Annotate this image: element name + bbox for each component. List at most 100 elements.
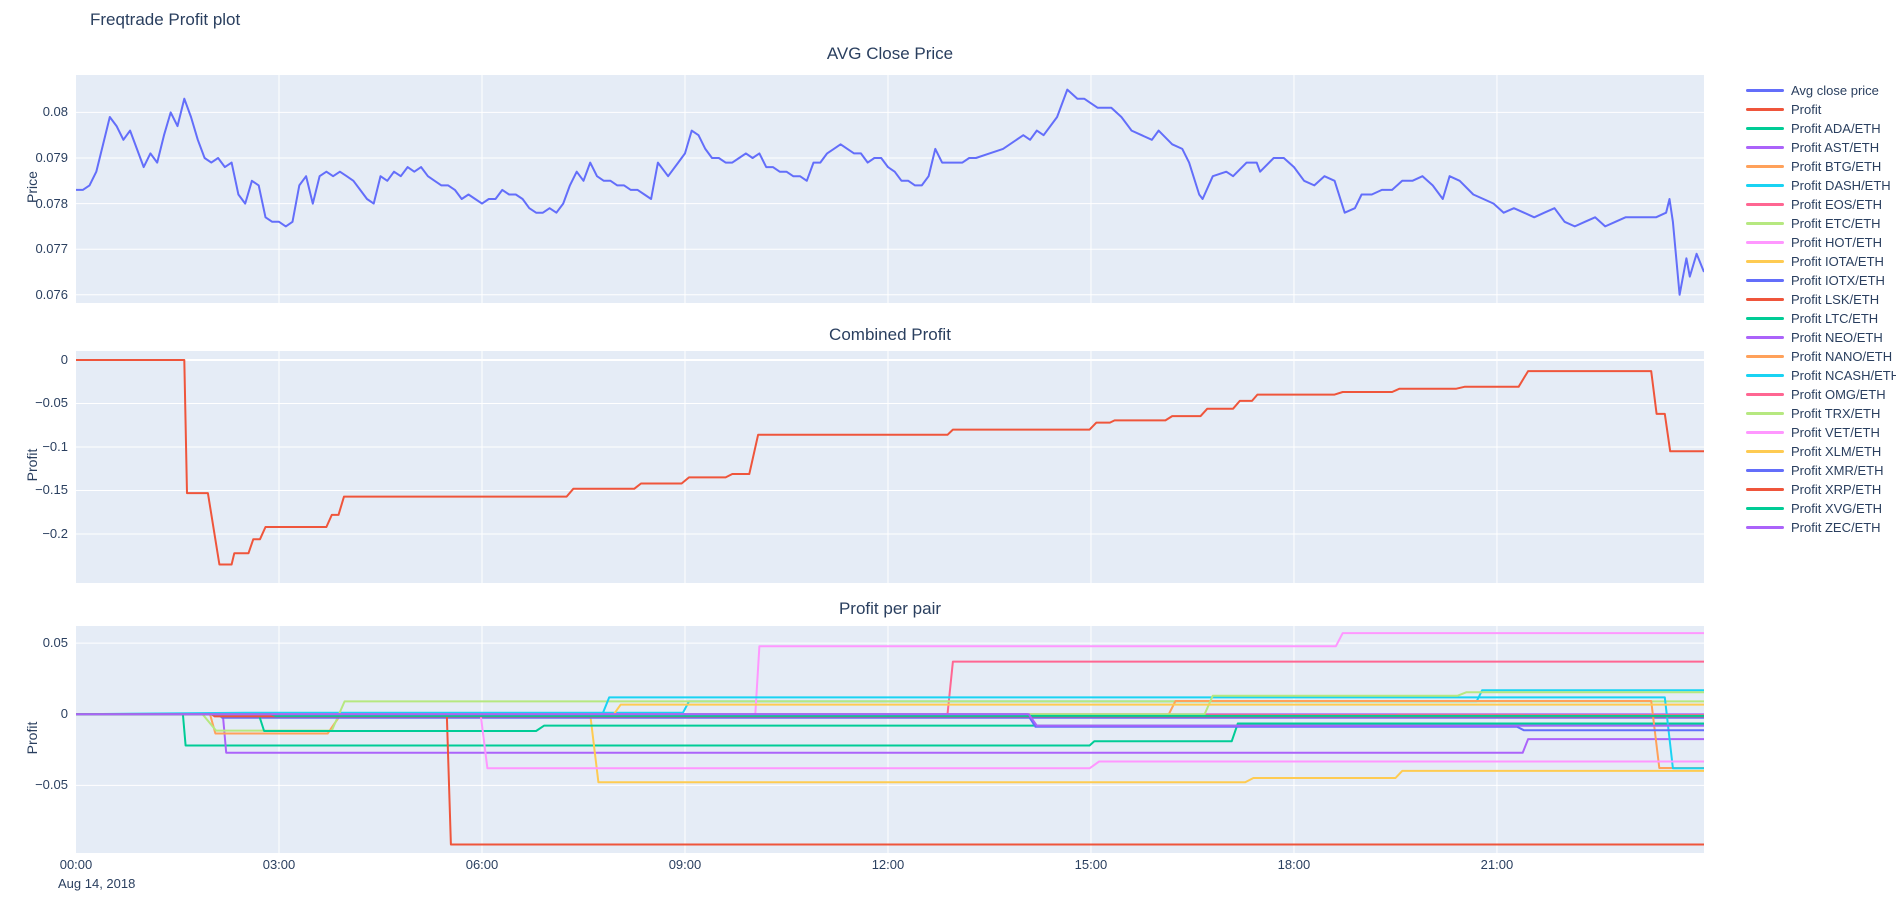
legend-item-profit-vet-eth[interactable]: Profit VET/ETH (1746, 423, 1896, 442)
legend-item-profit-lsk-eth[interactable]: Profit LSK/ETH (1746, 290, 1896, 309)
legend-line-swatch (1746, 165, 1784, 168)
legend-item-profit-iotx-eth[interactable]: Profit IOTX/ETH (1746, 271, 1896, 290)
legend: Avg close price Profit Profit ADA/ETH Profi… (1746, 81, 1896, 537)
legend-item-label: Profit BTG/ETH (1791, 159, 1882, 174)
legend-item-profit-etc-eth[interactable]: Profit ETC/ETH (1746, 214, 1896, 233)
legend-item-profit-neo-eth[interactable]: Profit NEO/ETH (1746, 328, 1896, 347)
legend-item-label: Profit ETC/ETH (1791, 216, 1881, 231)
x-tick-label: 12:00 (871, 857, 905, 872)
y-tick-label: 0.076 (35, 286, 68, 302)
legend-item-label: Profit ADA/ETH (1791, 121, 1881, 136)
legend-item-profit-ada-eth[interactable]: Profit ADA/ETH (1746, 119, 1896, 138)
y-tick-label: −0.15 (35, 482, 68, 498)
legend-item-profit-btg-eth[interactable]: Profit BTG/ETH (1746, 157, 1896, 176)
legend-line-swatch (1746, 127, 1784, 130)
subplot-title-avg-close-price: AVG Close Price (826, 44, 954, 63)
trace-profit-zec-eth[interactable] (76, 713, 1704, 727)
y-tick-label: −0.05 (35, 395, 68, 411)
trace-avg-close-price[interactable] (76, 88, 1704, 296)
legend-item-profit-omg-eth[interactable]: Profit OMG/ETH (1746, 385, 1896, 404)
x-tick-label: 09:00 (668, 857, 702, 872)
subplot-title-combined-profit: Combined Profit (829, 325, 951, 344)
trace-profit-vet-eth[interactable] (76, 713, 1704, 770)
legend-item-profit-xlm-eth[interactable]: Profit XLM/ETH (1746, 442, 1896, 461)
legend-item-label: Profit LTC/ETH (1791, 311, 1879, 326)
legend-item-label: Profit (1791, 102, 1822, 117)
legend-item-avg-close-price[interactable]: Avg close price (1746, 81, 1896, 100)
x-tick-label: 15:00 (1074, 857, 1108, 872)
x-tick-label: 03:00 (262, 857, 296, 872)
legend-item-label: Profit NANO/ETH (1791, 349, 1893, 364)
legend-item-label: Profit XRP/ETH (1791, 482, 1882, 497)
legend-line-swatch (1746, 450, 1784, 453)
legend-line-swatch (1746, 279, 1784, 282)
legend-item-label: Profit HOT/ETH (1791, 235, 1883, 250)
combined-profit-plot[interactable] (76, 351, 1704, 583)
legend-line-swatch (1746, 431, 1784, 434)
y-tick-label: −0.2 (42, 526, 68, 541)
legend-line-swatch (1746, 526, 1784, 529)
x-axis-date-label: Aug 14, 2018 (58, 876, 136, 891)
legend-item-label: Profit IOTA/ETH (1791, 254, 1884, 269)
y-tick-label: 0 (60, 706, 68, 722)
legend-item-profit-nano-eth[interactable]: Profit NANO/ETH (1746, 347, 1896, 366)
legend-line-swatch (1746, 374, 1784, 377)
legend-item-profit-xrp-eth[interactable]: Profit XRP/ETH (1746, 480, 1896, 499)
page-title: Freqtrade Profit plot (90, 10, 241, 29)
x-tick-label: 18:00 (1277, 857, 1311, 872)
legend-item-label: Profit XVG/ETH (1791, 501, 1883, 516)
y-tick-label: 0.08 (42, 104, 68, 120)
legend-item-profit-eos-eth[interactable]: Profit EOS/ETH (1746, 195, 1896, 214)
avg-close-price-plot[interactable] (76, 75, 1704, 303)
legend-item-label: Profit EOS/ETH (1791, 197, 1883, 212)
legend-item-label: Profit OMG/ETH (1791, 387, 1886, 402)
legend-line-swatch (1746, 507, 1784, 510)
legend-line-swatch (1746, 469, 1784, 472)
legend-item-profit[interactable]: Profit (1746, 100, 1896, 119)
y-tick-label: −0.1 (42, 438, 68, 454)
legend-item-label: Profit AST/ETH (1791, 140, 1880, 155)
legend-item-profit-xvg-eth[interactable]: Profit XVG/ETH (1746, 499, 1896, 518)
y-tick-label: 0.077 (35, 241, 68, 257)
legend-line-swatch (1746, 241, 1784, 244)
legend-item-profit-xmr-eth[interactable]: Profit XMR/ETH (1746, 461, 1896, 480)
y-tick-label: 0.078 (35, 195, 68, 211)
legend-line-swatch (1746, 298, 1784, 301)
legend-item-profit-trx-eth[interactable]: Profit TRX/ETH (1746, 404, 1896, 423)
legend-line-swatch (1746, 317, 1784, 320)
y-tick-label: 0.079 (35, 149, 68, 165)
trace-profit-eos-eth[interactable] (76, 660, 1704, 716)
legend-item-profit-hot-eth[interactable]: Profit HOT/ETH (1746, 233, 1896, 252)
legend-line-swatch (1746, 393, 1784, 396)
trace-profit-trx-eth[interactable] (76, 691, 1704, 716)
y-tick-label: 0.05 (42, 635, 68, 651)
x-tick-label: 00:00 (59, 857, 93, 872)
legend-item-label: Profit NEO/ETH (1791, 330, 1883, 345)
trace-profit[interactable] (76, 359, 1704, 566)
legend-line-swatch (1746, 260, 1784, 263)
legend-line-swatch (1746, 108, 1784, 111)
legend-line-swatch (1746, 146, 1784, 149)
legend-item-label: Profit VET/ETH (1791, 425, 1880, 440)
legend-line-swatch (1746, 203, 1784, 206)
y-tick-label: 0 (60, 351, 68, 367)
legend-item-profit-dash-eth[interactable]: Profit DASH/ETH (1746, 176, 1896, 195)
profit-per-pair-plot[interactable] (76, 626, 1704, 853)
legend-line-swatch (1746, 336, 1784, 339)
legend-line-swatch (1746, 355, 1784, 358)
subplot-title-profit-per-pair: Profit per pair (838, 599, 942, 618)
legend-item-profit-ncash-eth[interactable]: Profit NCASH/ETH (1746, 366, 1896, 385)
x-tick-label: 06:00 (465, 857, 499, 872)
legend-item-label: Profit NCASH/ETH (1791, 368, 1896, 383)
legend-item-profit-ast-eth[interactable]: Profit AST/ETH (1746, 138, 1896, 157)
legend-line-swatch (1746, 184, 1784, 187)
y-tick-label: −0.05 (35, 777, 68, 793)
legend-item-label: Profit TRX/ETH (1791, 406, 1881, 421)
legend-item-profit-zec-eth[interactable]: Profit ZEC/ETH (1746, 518, 1896, 537)
legend-item-label: Profit XMR/ETH (1791, 463, 1884, 478)
legend-line-swatch (1746, 488, 1784, 491)
legend-item-label: Profit XLM/ETH (1791, 444, 1882, 459)
legend-item-profit-iota-eth[interactable]: Profit IOTA/ETH (1746, 252, 1896, 271)
legend-item-profit-ltc-eth[interactable]: Profit LTC/ETH (1746, 309, 1896, 328)
